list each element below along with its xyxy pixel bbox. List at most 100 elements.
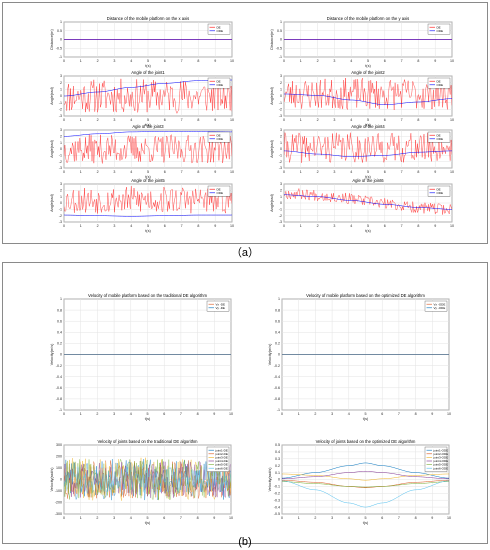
x-axis-label: t(s) — [365, 229, 371, 233]
x-tick-label: 2 — [96, 516, 98, 520]
x-tick-label: 5 — [367, 118, 369, 122]
x-tick-label: 9 — [434, 118, 436, 122]
y-tick-label: 0 — [60, 147, 62, 151]
x-tick-label: 1 — [80, 516, 82, 520]
x-tick-label: 5 — [147, 118, 149, 122]
x-tick-label: 3 — [333, 59, 335, 63]
x-tick-label: 5 — [367, 224, 369, 228]
x-tick-label: 5 — [365, 516, 367, 520]
legend-entry: DE — [217, 79, 221, 83]
chart-title: Distance of the mobile platform on the y… — [327, 16, 409, 21]
legend-box — [207, 131, 231, 143]
x-tick-label: 3 — [331, 516, 333, 520]
legend-box — [206, 446, 230, 472]
x-tick-label: 4 — [350, 118, 352, 122]
chart-8: 0 1 2 3 4 5 6 7 8 9 10 -3 -2 -1 0 1 2 3 Agle of the joint6… — [270, 178, 454, 233]
y-tick-label: 0 — [60, 201, 62, 205]
chart-9: 0 1 2 3 4 5 6 7 8 9 10 -1 -0.8 -0.6 -0.4 -0.2 0 0.2 0.4 0.6… — [50, 293, 233, 421]
legend-entry: joint3-DE — [215, 456, 228, 460]
y-tick-label: -0.2 — [56, 364, 62, 368]
y-tick-label: 0.5 — [275, 443, 280, 447]
y-tick-label: -2 — [279, 160, 282, 164]
x-axis-label: t(s) — [363, 417, 369, 421]
x-tick-label: 0 — [283, 59, 285, 63]
x-tick-label: 8 — [197, 170, 199, 174]
legend-entry: joint5-ODE — [433, 463, 449, 467]
x-tick-label: 1 — [298, 412, 300, 416]
legend-entry: Vx -ODE — [434, 302, 446, 306]
x-tick-label: 2 — [317, 224, 319, 228]
y-tick-label: -0.2 — [274, 492, 280, 496]
legend: joint1-DEjoint2-DEjoint3-DEjoint4-DEjoin… — [206, 446, 230, 472]
legend-entry: ODE — [437, 29, 444, 33]
y-tick-label: -2 — [279, 214, 282, 218]
series-line — [284, 188, 452, 215]
chart-title: Velocity of mobile platform based on the… — [306, 293, 425, 298]
x-tick-label: 10 — [450, 224, 454, 228]
x-tick-label: 10 — [450, 118, 454, 122]
y-tick-label: 0 — [278, 478, 280, 482]
y-tick-label: -0.8 — [274, 397, 280, 401]
y-tick-label: 1 — [278, 297, 280, 301]
legend-box — [424, 446, 448, 472]
legend-box — [207, 77, 231, 89]
x-tick-label: 8 — [197, 59, 199, 63]
chart-10: 0 1 2 3 4 5 6 7 8 9 10 -1 -0.8 -0.6 -0.4 -0.2 0 0.2 0.4 0.6… — [268, 293, 451, 421]
y-tick-label: 0 — [278, 353, 280, 357]
x-tick-label: 4 — [350, 170, 352, 174]
series-line — [282, 473, 449, 481]
x-tick-label: 3 — [113, 224, 115, 228]
x-tick-label: 1 — [80, 224, 82, 228]
legend-box — [427, 77, 451, 89]
x-tick-label: 3 — [113, 170, 115, 174]
x-tick-label: 10 — [447, 412, 451, 416]
y-tick-label: 0 — [280, 38, 282, 42]
x-tick-label: 1 — [300, 224, 302, 228]
y-axis-label: Angle(rad) — [270, 139, 274, 157]
x-tick-label: 6 — [163, 516, 165, 520]
y-tick-label: -1 — [279, 154, 282, 158]
y-tick-label: -0.5 — [276, 46, 282, 50]
chart-title: Angle of the joint5 — [131, 178, 165, 183]
y-axis-label: Angle(rad) — [270, 86, 274, 104]
legend-entry: DE — [437, 79, 441, 83]
y-tick-label: 100 — [56, 466, 62, 470]
y-tick-label: 3 — [60, 182, 62, 186]
x-tick-label: 7 — [181, 224, 183, 228]
x-tick-label: 0 — [283, 224, 285, 228]
x-tick-label: 4 — [130, 59, 132, 63]
x-tick-label: 4 — [350, 59, 352, 63]
legend-entry: joint1-DE — [215, 448, 228, 452]
x-axis-label: t(s) — [145, 64, 151, 68]
x-tick-label: 4 — [350, 224, 352, 228]
y-tick-label: -3 — [279, 166, 282, 170]
y-tick-label: 300 — [56, 443, 62, 447]
y-tick-label: 0.4 — [275, 331, 280, 335]
x-tick-label: 9 — [434, 224, 436, 228]
legend-entry: joint6-DE — [215, 466, 228, 470]
x-tick-label: 10 — [229, 516, 233, 520]
y-tick-label: 1 — [280, 195, 282, 199]
legend-entry: ODE — [437, 83, 444, 87]
x-tick-label: 5 — [365, 412, 367, 416]
y-tick-label: -1 — [59, 408, 62, 412]
y-axis-label: Angle(rad) — [270, 193, 274, 211]
x-tick-label: 6 — [381, 412, 383, 416]
x-tick-label: 8 — [417, 118, 419, 122]
x-axis-label: t(s) — [145, 417, 151, 421]
legend-entry: Vx -DE — [216, 302, 226, 306]
x-axis-label: t(s) — [365, 175, 371, 179]
caption-b: (b) — [238, 536, 252, 548]
x-axis-label: t(s) — [145, 123, 151, 127]
y-tick-label: -0.4 — [56, 375, 62, 379]
y-tick-label: -0.6 — [56, 386, 62, 390]
x-tick-label: 9 — [214, 170, 216, 174]
legend: joint1-ODEjoint2-ODEjoint3-ODEjoint4-ODE… — [424, 446, 449, 472]
x-tick-label: 2 — [317, 59, 319, 63]
y-tick-label: 2 — [280, 81, 282, 85]
x-tick-label: 7 — [398, 516, 400, 520]
y-tick-label: -3 — [59, 114, 62, 118]
x-tick-label: 6 — [164, 170, 166, 174]
x-tick-label: 9 — [434, 59, 436, 63]
